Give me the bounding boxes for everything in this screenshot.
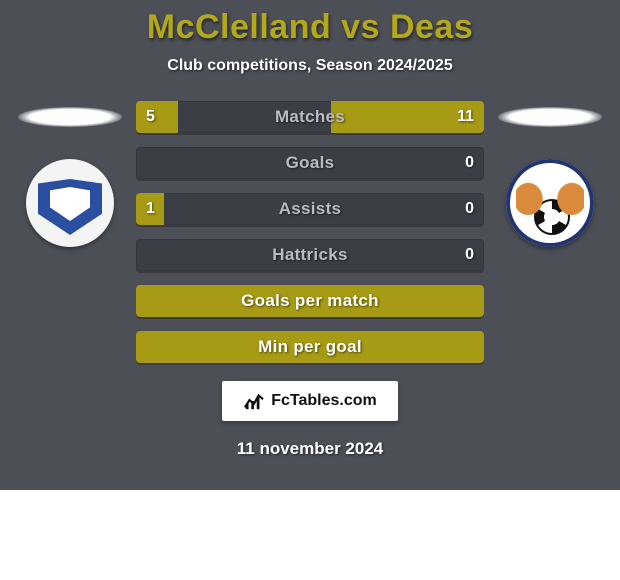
crest-ring <box>506 159 594 247</box>
bar-value-left: 5 <box>146 101 155 133</box>
stat-bar: Min per goal <box>136 331 484 363</box>
right-side <box>490 101 610 247</box>
below-strip <box>0 490 620 580</box>
right-team-crest <box>506 159 594 247</box>
bar-label: Min per goal <box>136 331 484 363</box>
name-plate-shadow <box>498 107 602 127</box>
brand-icon <box>243 391 265 411</box>
bar-value-left: 1 <box>146 193 155 225</box>
stat-bars: Matches511Goals0Assists10Hattricks0Goals… <box>136 101 484 363</box>
stat-bar: Assists1 0 <box>136 193 484 225</box>
left-team-crest <box>26 159 114 247</box>
left-side <box>10 101 130 247</box>
stat-bar: Goals per match <box>136 285 484 317</box>
bar-value-right: 0 <box>465 239 474 271</box>
name-plate-shadow <box>18 107 122 127</box>
page-title: McClelland vs Deas <box>0 8 620 47</box>
bar-value-right: 0 <box>465 193 474 225</box>
bar-label: Hattricks <box>136 239 484 271</box>
brand-badge: FcTables.com <box>222 381 398 421</box>
stat-bar: Hattricks0 <box>136 239 484 271</box>
bar-label: Goals per match <box>136 285 484 317</box>
bar-label: Assists <box>136 193 484 225</box>
stat-bar: Matches5 11 <box>136 101 484 133</box>
stat-bar: Goals0 <box>136 147 484 179</box>
bar-label: Goals <box>136 147 484 179</box>
columns: Matches511Goals0Assists10Hattricks0Goals… <box>0 101 620 363</box>
content-panel: McClelland vs Deas Club competitions, Se… <box>0 0 620 490</box>
bar-label: Matches <box>136 101 484 133</box>
brand-text: FcTables.com <box>271 392 377 410</box>
page-subtitle: Club competitions, Season 2024/2025 <box>0 57 620 75</box>
stage: McClelland vs Deas Club competitions, Se… <box>0 0 620 580</box>
date: 11 november 2024 <box>0 439 620 459</box>
bar-value-right: 11 <box>457 101 474 133</box>
bar-value-right: 0 <box>465 147 474 179</box>
